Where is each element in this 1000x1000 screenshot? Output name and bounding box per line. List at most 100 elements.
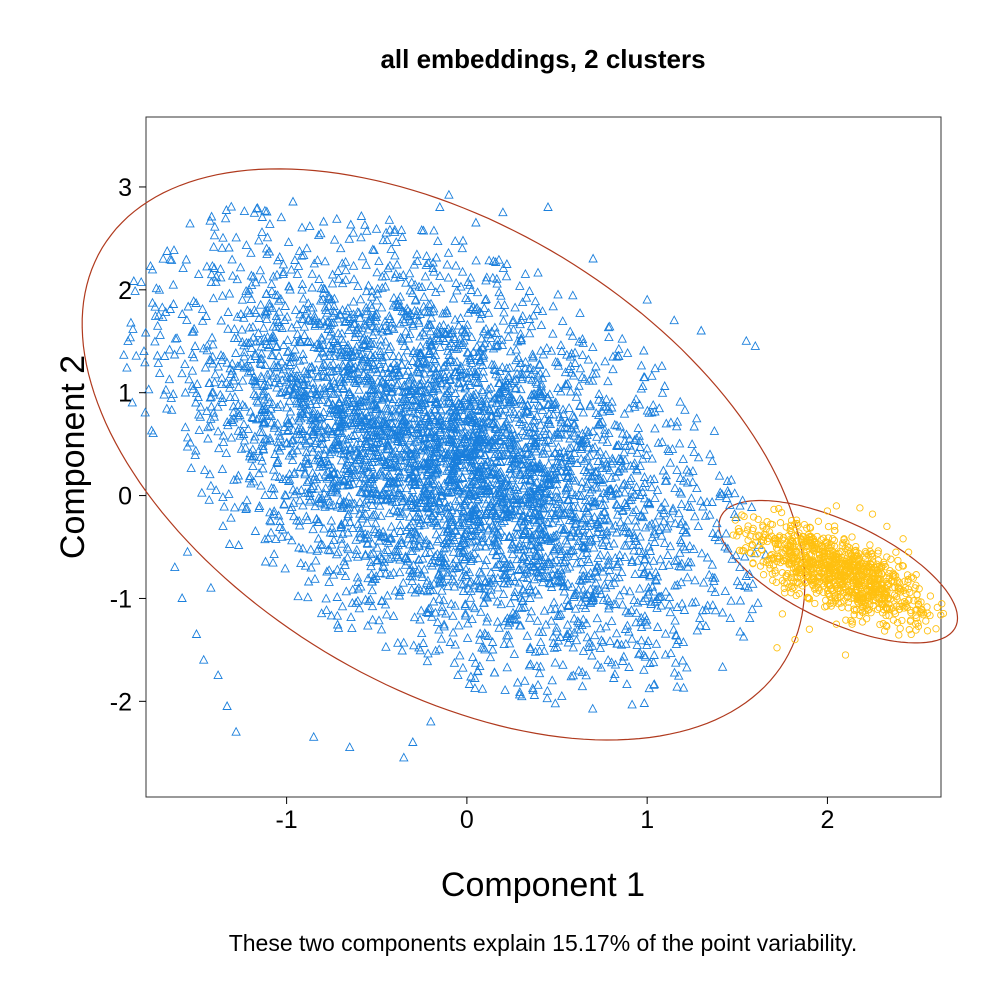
- point-triangle: [320, 256, 330, 266]
- point-triangle: [520, 429, 530, 439]
- point-triangle: [701, 621, 711, 630]
- point-triangle: [372, 542, 383, 552]
- point-triangle: [748, 578, 758, 588]
- point-triangle: [722, 476, 733, 485]
- point-triangle: [554, 540, 564, 550]
- point-triangle: [422, 586, 433, 596]
- point-triangle: [481, 485, 491, 495]
- point-triangle: [556, 452, 567, 462]
- point-triangle: [324, 496, 335, 506]
- point-triangle: [266, 278, 277, 288]
- point-triangle: [177, 368, 187, 378]
- point-triangle: [337, 473, 348, 483]
- point-triangle: [466, 585, 476, 595]
- point-triangle: [210, 369, 221, 379]
- point-triangle: [254, 502, 264, 512]
- point-triangle: [492, 455, 502, 465]
- point-triangle: [681, 527, 692, 537]
- point-triangle: [260, 306, 270, 316]
- point-triangle: [522, 421, 532, 431]
- point-triangle: [360, 594, 371, 604]
- point-triangle: [313, 517, 323, 526]
- point-triangle: [391, 268, 401, 278]
- point-triangle: [475, 582, 486, 592]
- point-triangle: [396, 537, 407, 547]
- point-triangle: [265, 218, 275, 228]
- point-triangle: [180, 422, 191, 432]
- point-triangle: [394, 586, 405, 596]
- point-triangle: [337, 258, 347, 268]
- point-triangle: [631, 617, 641, 627]
- point-triangle: [567, 524, 578, 534]
- point-triangle: [551, 570, 561, 580]
- point-triangle: [395, 318, 406, 328]
- point-triangle: [602, 593, 613, 603]
- point-triangle: [384, 508, 395, 518]
- point-triangle: [342, 456, 353, 466]
- point-triangle: [590, 481, 600, 491]
- point-triangle: [337, 328, 347, 338]
- point-triangle: [578, 337, 588, 347]
- point-triangle: [478, 373, 489, 382]
- point-triangle: [569, 412, 580, 421]
- point-triangle: [462, 632, 473, 642]
- point-triangle: [250, 378, 261, 388]
- point-triangle: [490, 449, 501, 459]
- point-triangle: [587, 640, 598, 650]
- point-triangle: [299, 321, 310, 331]
- point-triangle: [749, 548, 760, 558]
- point-triangle: [516, 497, 526, 507]
- point-triangle: [316, 433, 327, 443]
- point-triangle: [384, 372, 394, 381]
- point-triangle: [729, 488, 740, 498]
- point-triangle: [354, 384, 364, 394]
- point-triangle: [363, 477, 373, 487]
- point-triangle: [669, 555, 680, 565]
- point-triangle: [470, 683, 480, 693]
- point-triangle: [421, 607, 432, 616]
- point-triangle: [592, 449, 603, 459]
- point-triangle: [572, 386, 583, 396]
- point-triangle: [638, 569, 648, 578]
- point-triangle: [419, 519, 430, 529]
- point-triangle: [292, 398, 302, 408]
- point-triangle: [457, 472, 468, 482]
- point-triangle: [668, 624, 679, 634]
- point-triangle: [463, 413, 473, 423]
- point-triangle: [499, 481, 509, 491]
- point-triangle: [278, 266, 289, 276]
- point-triangle: [566, 545, 577, 555]
- point-triangle: [525, 593, 535, 602]
- point-triangle: [476, 419, 487, 429]
- point-triangle: [401, 402, 411, 412]
- point-triangle: [464, 679, 475, 688]
- point-triangle: [387, 493, 397, 502]
- point-triangle: [525, 476, 535, 486]
- point-triangle: [410, 458, 421, 467]
- point-triangle: [302, 458, 312, 468]
- point-triangle: [613, 350, 624, 360]
- point-triangle: [292, 486, 302, 496]
- point-triangle: [468, 395, 479, 405]
- point-triangle: [375, 567, 386, 577]
- point-triangle: [321, 605, 332, 615]
- point-triangle: [401, 326, 411, 336]
- point-triangle: [465, 272, 476, 282]
- point-triangle: [516, 495, 526, 505]
- point-triangle: [340, 256, 351, 266]
- point-triangle: [460, 539, 471, 549]
- point-triangle: [282, 346, 293, 356]
- point-triangle: [452, 370, 462, 380]
- point-triangle: [538, 386, 548, 396]
- point-triangle: [568, 370, 579, 380]
- point-triangle: [750, 340, 761, 350]
- point-triangle: [520, 568, 530, 578]
- point-triangle: [462, 513, 472, 523]
- point-triangle: [692, 625, 703, 635]
- point-triangle: [224, 488, 234, 498]
- point-triangle: [155, 329, 165, 339]
- point-triangle: [457, 266, 468, 276]
- point-triangle: [344, 491, 354, 501]
- point-triangle: [532, 410, 542, 420]
- point-triangle: [182, 314, 192, 324]
